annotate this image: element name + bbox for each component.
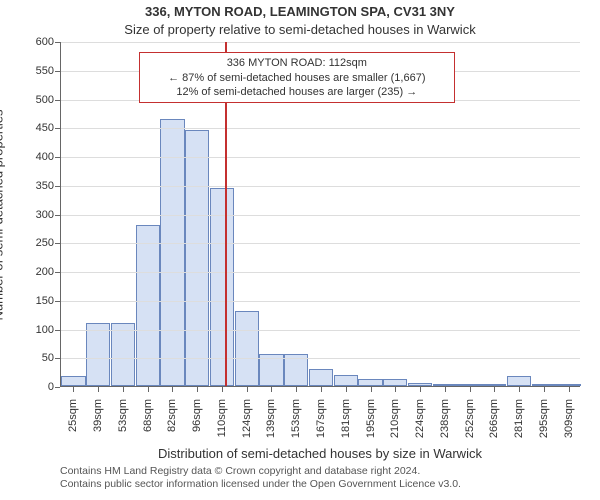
histogram-bar (482, 384, 506, 386)
histogram-bar (235, 311, 259, 386)
x-tick-label: 110sqm (216, 399, 228, 449)
histogram-bar (210, 188, 234, 386)
page-subtitle: Size of property relative to semi-detach… (0, 22, 600, 37)
chart-container: 336, MYTON ROAD, LEAMINGTON SPA, CV31 3N… (0, 0, 600, 500)
x-tick-label: 124sqm (241, 399, 253, 449)
y-tick-label: 400 (2, 151, 54, 163)
y-tick (55, 71, 60, 72)
x-tick-label: 167sqm (315, 399, 327, 449)
page-title: 336, MYTON ROAD, LEAMINGTON SPA, CV31 3N… (0, 4, 600, 19)
histogram-bar (433, 384, 457, 386)
y-tick (55, 330, 60, 331)
x-tick-label: 224sqm (414, 399, 426, 449)
annotation-line: 12% of semi-detached houses are larger (… (146, 85, 448, 99)
x-tick-label: 295sqm (538, 399, 550, 449)
y-tick-label: 500 (2, 94, 54, 106)
histogram-bar (408, 383, 432, 386)
annotation-line: 336 MYTON ROAD: 112sqm (146, 56, 448, 70)
x-tick-label: 25sqm (67, 399, 79, 449)
gridline-h (61, 215, 580, 216)
x-tick-label: 266sqm (488, 399, 500, 449)
x-axis-label: Distribution of semi-detached houses by … (60, 446, 580, 461)
annotation-line: ← 87% of semi-detached houses are smalle… (146, 71, 448, 85)
x-tick-label: 82sqm (166, 399, 178, 449)
gridline-h (61, 272, 580, 273)
gridline-h (61, 128, 580, 129)
histogram-bar (532, 384, 556, 386)
x-tick-label: 252sqm (464, 399, 476, 449)
histogram-bar (86, 323, 110, 386)
y-tick-label: 100 (2, 324, 54, 336)
histogram-bar (111, 323, 135, 386)
histogram-bar (309, 369, 333, 386)
x-tick-label: 181sqm (340, 399, 352, 449)
plot-area: 336 MYTON ROAD: 112sqm← 87% of semi-deta… (60, 42, 580, 387)
x-tick-label: 68sqm (142, 399, 154, 449)
gridline-h (61, 42, 580, 43)
y-tick-label: 200 (2, 266, 54, 278)
y-tick-label: 250 (2, 237, 54, 249)
y-tick-label: 550 (2, 65, 54, 77)
histogram-bar (334, 375, 358, 387)
histogram-bar (507, 376, 531, 386)
histogram-bar (383, 379, 407, 386)
x-tick-label: 309sqm (563, 399, 575, 449)
x-tick-label: 53sqm (117, 399, 129, 449)
y-tick (55, 186, 60, 187)
x-tick-label: 139sqm (265, 399, 277, 449)
histogram-bar (457, 384, 481, 386)
histogram-bar (160, 119, 184, 386)
gridline-h (61, 358, 580, 359)
annotation-box: 336 MYTON ROAD: 112sqm← 87% of semi-deta… (139, 52, 455, 103)
footer-attribution: Contains HM Land Registry data © Crown c… (60, 465, 580, 491)
y-tick-label: 600 (2, 36, 54, 48)
x-tick-label: 281sqm (513, 399, 525, 449)
y-tick-label: 300 (2, 209, 54, 221)
y-tick (55, 157, 60, 158)
y-tick-label: 150 (2, 295, 54, 307)
gridline-h (61, 157, 580, 158)
histogram-bar (358, 379, 382, 386)
y-tick (55, 272, 60, 273)
y-axis-label: Number of semi-detached properties (0, 109, 6, 320)
y-tick (55, 243, 60, 244)
x-tick-label: 238sqm (439, 399, 451, 449)
y-tick (55, 42, 60, 43)
gridline-h (61, 243, 580, 244)
y-tick (55, 358, 60, 359)
histogram-bar (136, 225, 160, 386)
y-tick-label: 50 (2, 352, 54, 364)
y-tick (55, 215, 60, 216)
y-tick-label: 350 (2, 180, 54, 192)
x-tick-label: 210sqm (389, 399, 401, 449)
x-tick-label: 96sqm (191, 399, 203, 449)
y-tick (55, 100, 60, 101)
histogram-bar (556, 384, 580, 386)
y-tick-label: 450 (2, 122, 54, 134)
y-tick-area: 050100150200250300350400450500550600 (0, 42, 60, 387)
x-tick-area: 25sqm39sqm53sqm68sqm82sqm96sqm110sqm124s… (60, 387, 580, 445)
gridline-h (61, 186, 580, 187)
histogram-bar (185, 130, 209, 386)
histogram-bar (61, 376, 85, 386)
y-tick-label: 0 (2, 381, 54, 393)
x-tick-label: 39sqm (92, 399, 104, 449)
y-tick (55, 128, 60, 129)
footer-line-2: Contains public sector information licen… (60, 478, 580, 491)
x-tick-label: 195sqm (365, 399, 377, 449)
footer-line-1: Contains HM Land Registry data © Crown c… (60, 465, 580, 478)
y-tick (55, 301, 60, 302)
x-tick-label: 153sqm (290, 399, 302, 449)
gridline-h (61, 301, 580, 302)
gridline-h (61, 330, 580, 331)
